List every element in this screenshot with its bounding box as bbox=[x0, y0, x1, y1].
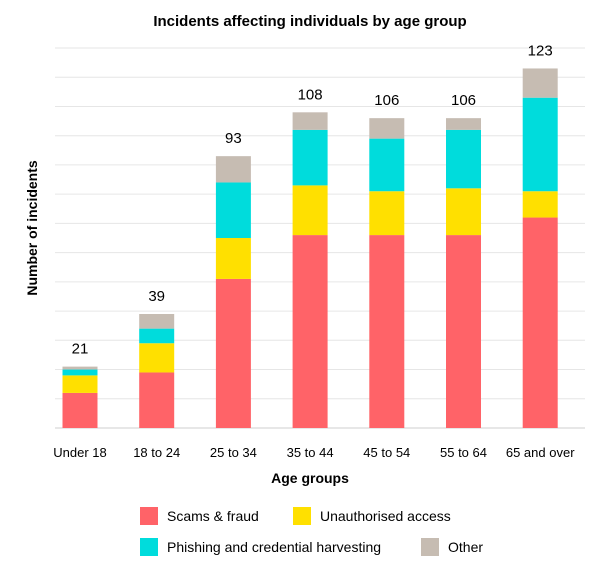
bar-segment bbox=[522, 217, 558, 428]
bar-segment bbox=[369, 138, 405, 192]
bar-segment bbox=[292, 185, 328, 236]
total-label: 106 bbox=[451, 92, 476, 109]
legend-label: Unauthorised access bbox=[320, 508, 451, 524]
legend-swatch bbox=[421, 538, 439, 556]
bar-segment bbox=[369, 235, 405, 428]
total-label: 21 bbox=[72, 341, 89, 358]
legend-swatch bbox=[140, 538, 158, 556]
bar-segment bbox=[292, 129, 328, 186]
bar-segment bbox=[446, 118, 481, 130]
bar-segment bbox=[446, 235, 481, 428]
x-tick-label: 35 to 44 bbox=[287, 445, 334, 460]
legend-label: Phishing and credential harvesting bbox=[167, 539, 381, 555]
total-label: 106 bbox=[374, 92, 399, 109]
bar-segment bbox=[522, 191, 558, 218]
bar-segment bbox=[446, 188, 481, 236]
bar-segment bbox=[139, 314, 175, 329]
bars bbox=[62, 68, 558, 428]
bar-segment bbox=[62, 366, 98, 370]
bar-segment bbox=[215, 182, 251, 238]
x-tick-label: 45 to 54 bbox=[363, 445, 410, 460]
bar-segment bbox=[139, 328, 175, 344]
bar-segment bbox=[369, 118, 405, 139]
legend-label: Other bbox=[448, 539, 483, 555]
bar-segment bbox=[139, 372, 175, 428]
x-tick-label: 25 to 34 bbox=[210, 445, 257, 460]
x-tick-label: 18 to 24 bbox=[133, 445, 180, 460]
x-tick-label: 65 and over bbox=[506, 445, 575, 460]
bar-segment bbox=[369, 191, 405, 236]
bar-segment bbox=[215, 156, 251, 183]
bar-segment bbox=[522, 97, 558, 192]
total-label: 93 bbox=[225, 130, 242, 147]
x-tick-labels: Under 18 18 to 24 25 to 34 35 to 44 45 to 54… bbox=[53, 445, 575, 460]
legend: Scams & fraud Unauthorised access Phishing… bbox=[140, 507, 483, 556]
legend-swatch bbox=[140, 507, 158, 525]
x-axis-title: Age groups bbox=[271, 470, 349, 486]
total-label: 39 bbox=[148, 288, 165, 305]
bar-segment bbox=[62, 369, 98, 376]
total-labels: 21 39 93 108 106 106 123 bbox=[72, 42, 553, 357]
bar-segment bbox=[139, 343, 175, 373]
legend-label: Scams & fraud bbox=[167, 508, 259, 524]
bar-segment bbox=[215, 238, 251, 279]
y-axis-title: Number of incidents bbox=[24, 160, 40, 296]
bar-segment bbox=[292, 112, 328, 130]
bar-segment bbox=[215, 278, 251, 428]
total-label: 123 bbox=[528, 42, 553, 59]
total-label: 108 bbox=[298, 86, 323, 103]
x-tick-label: Under 18 bbox=[53, 445, 106, 460]
bar-segment bbox=[292, 235, 328, 428]
legend-swatch bbox=[293, 507, 311, 525]
bar-segment bbox=[446, 129, 481, 189]
bar-segment bbox=[62, 375, 98, 393]
chart-title: Incidents affecting individuals by age g… bbox=[153, 13, 466, 30]
bar-segment bbox=[522, 68, 558, 98]
bar-segment bbox=[62, 392, 98, 428]
x-tick-label: 55 to 64 bbox=[440, 445, 487, 460]
